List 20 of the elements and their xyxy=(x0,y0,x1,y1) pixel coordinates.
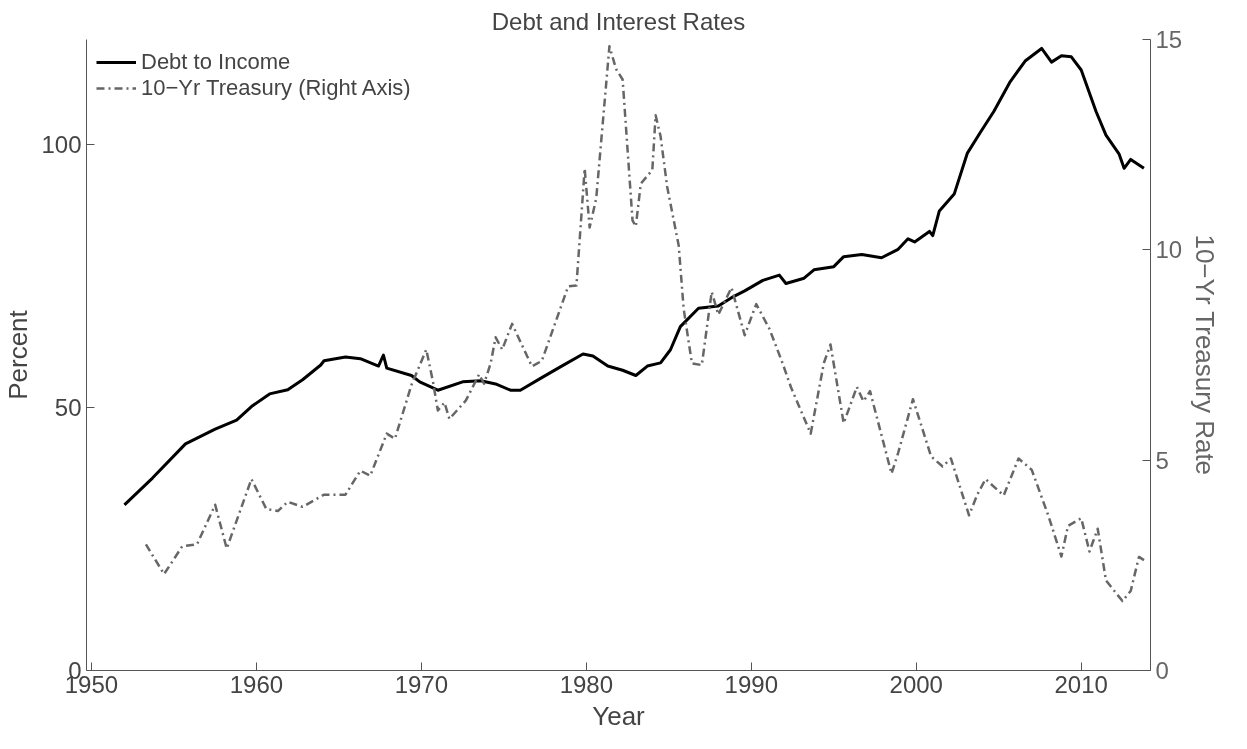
x-tick-label: 2000 xyxy=(889,670,943,698)
y2-tick-label: 0 xyxy=(1155,657,1169,684)
y-tick-label: 50 xyxy=(54,394,82,422)
line-series xyxy=(122,46,1146,507)
x-tick-label: 1990 xyxy=(724,670,778,698)
legend-label: 10−Yr Treasury (Right Axis) xyxy=(141,75,411,101)
y2-tick-label: 5 xyxy=(1155,446,1169,474)
x-tick-label: 1980 xyxy=(559,670,614,698)
y2-tick-label: 10 xyxy=(1155,236,1183,264)
line-series xyxy=(144,44,1147,603)
y2-tick-label: 15 xyxy=(1155,26,1183,53)
y2-axis-title: 10−Yr Treasury Rate xyxy=(1190,234,1221,476)
y-tick-label: 100 xyxy=(41,131,82,159)
chart-title: Debt and Interest Rates xyxy=(491,7,746,35)
x-tick-label: 2010 xyxy=(1054,670,1108,698)
x-tick-label: 1970 xyxy=(394,670,449,698)
x-tick-label: 1960 xyxy=(229,670,284,698)
x-axis-title: Year xyxy=(592,700,646,731)
y-axis-title: Percent xyxy=(3,309,34,400)
legend-label: Debt to Income xyxy=(141,49,291,75)
